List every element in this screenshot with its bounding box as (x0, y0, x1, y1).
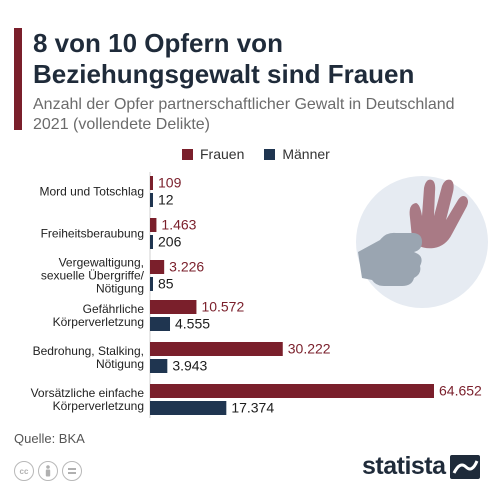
chart-subtitle: Anzahl der Opfer partnerschaftlicher Gew… (33, 96, 455, 133)
value-label-frauen: 64.652 (439, 383, 482, 399)
bar-maenner (150, 235, 153, 249)
value-label-maenner: 3.943 (172, 358, 207, 374)
bar-frauen (150, 342, 283, 356)
category-label: Vergewaltigung, sexuelle Übergriffe/Nötig… (41, 256, 145, 296)
legend-label-maenner: Männer (282, 146, 330, 162)
value-label-frauen: 10.572 (201, 299, 244, 315)
legend-swatch-frauen (182, 148, 193, 160)
equals-icon (68, 468, 76, 474)
value-label-frauen: 30.222 (288, 341, 331, 357)
category-label: Vorsätzliche einfache Körperverletzung (31, 386, 145, 413)
violence-illustration (356, 176, 488, 308)
bar-frauen (150, 300, 197, 314)
statista-logo[interactable]: statista (362, 452, 480, 481)
value-label-maenner: 85 (158, 276, 174, 292)
bar-maenner (150, 317, 171, 331)
value-label-maenner: 4.555 (175, 316, 210, 332)
fist-icon (358, 232, 422, 286)
source-note: Quelle: BKA (14, 431, 85, 446)
bar-frauen (150, 384, 434, 398)
logo-text: statista (362, 452, 446, 480)
value-label-maenner: 206 (158, 234, 182, 250)
category-label: Bedrohung, Stalking, Nötigung (33, 344, 144, 371)
category-label: Gefährliche Körperverletzung (53, 302, 145, 329)
legend-label-frauen: Frauen (200, 146, 245, 162)
title-accent-bar (14, 28, 22, 130)
license-icons: cc (14, 461, 82, 481)
person-icon (45, 465, 51, 477)
cc-icon[interactable]: cc (14, 461, 34, 481)
value-label-frauen: 109 (158, 175, 182, 191)
category-label: Freiheitsberaubung (41, 227, 144, 241)
bar-maenner (150, 193, 153, 207)
value-label-maenner: 12 (158, 192, 174, 208)
value-label-frauen: 3.226 (169, 259, 204, 275)
value-label-frauen: 1.463 (161, 217, 196, 233)
bar-frauen (150, 218, 157, 232)
legend-item-maenner: Männer (264, 146, 330, 162)
bar-frauen (150, 260, 165, 274)
attribution-icon[interactable] (38, 461, 58, 481)
bar-maenner (150, 277, 153, 291)
bar-maenner (150, 359, 168, 373)
statista-logo-icon (449, 454, 480, 479)
no-derivatives-icon[interactable] (62, 461, 82, 481)
bar-frauen (150, 176, 153, 190)
legend-item-frauen: Frauen (182, 146, 244, 162)
bar-maenner (150, 401, 227, 415)
value-label-maenner: 17.374 (231, 400, 274, 416)
legend-swatch-maenner (264, 148, 276, 160)
chart-title: 8 von 10 Opfern von Beziehungsgewalt sin… (33, 28, 415, 89)
legend: Frauen Männer (182, 146, 330, 162)
raised-hand-icon (409, 179, 468, 249)
category-label: Mord und Totschlag (39, 185, 144, 199)
